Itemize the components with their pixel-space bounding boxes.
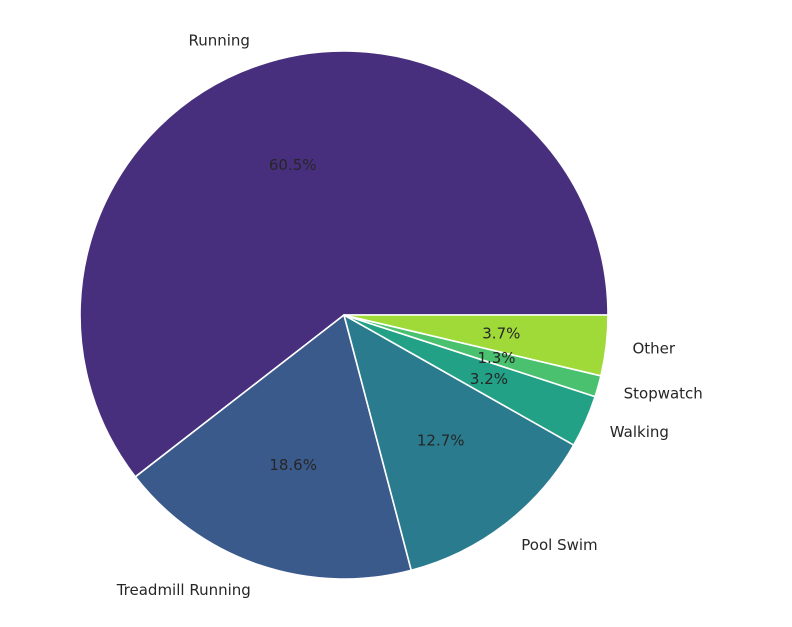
pct-label-pool-swim: 12.7%	[417, 431, 465, 449]
pie-slices	[79, 50, 609, 580]
category-label-other: Other	[632, 340, 675, 358]
pie-slice-other	[343, 314, 609, 377]
category-label-pool-swim: Pool Swim	[521, 536, 597, 554]
pie-slice-running	[79, 50, 609, 478]
pct-label-treadmill-running: 18.6%	[269, 456, 317, 474]
pct-label-stopwatch: 1.3%	[477, 349, 515, 367]
category-labels: Running Treadmill Running Pool Swim Walking…	[116, 31, 703, 599]
category-label-treadmill-running: Treadmill Running	[116, 581, 251, 599]
category-label-stopwatch: Stopwatch	[624, 384, 703, 402]
category-label-walking: Walking	[610, 423, 669, 441]
pie-slice-pool-swim	[343, 314, 575, 572]
pct-label-running: 60.5%	[269, 156, 317, 174]
percentage-labels: 60.5% 18.6% 12.7% 3.2% 1.3% 3.7%	[269, 156, 521, 474]
category-label-running: Running	[188, 31, 249, 49]
pct-label-walking: 3.2%	[470, 370, 508, 388]
pct-label-other: 3.7%	[482, 324, 520, 342]
pie-slice-treadmill-running	[134, 314, 413, 580]
